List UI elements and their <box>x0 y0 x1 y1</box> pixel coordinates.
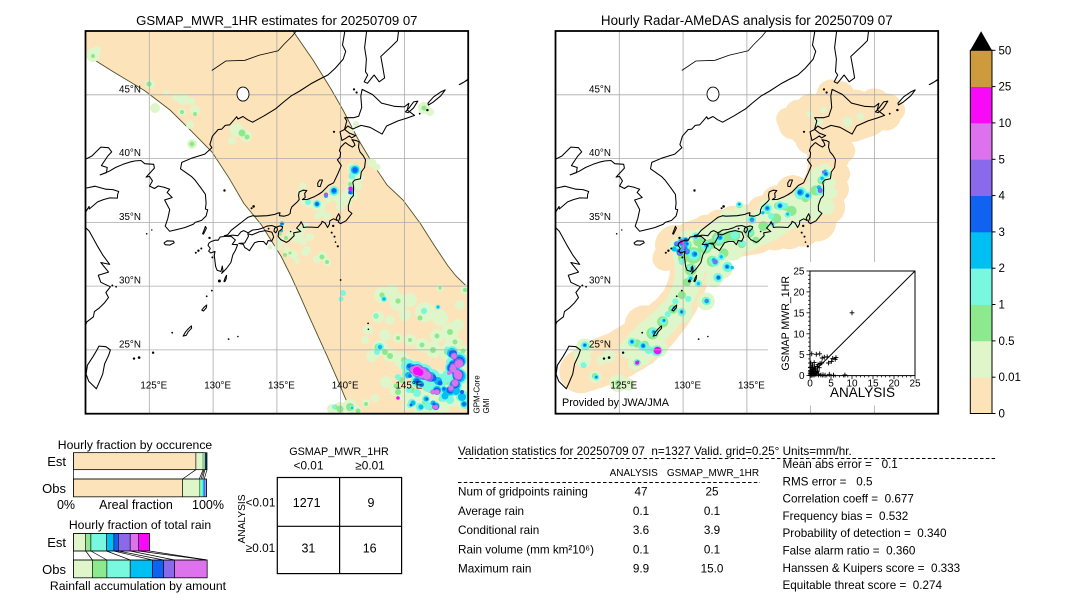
svg-text:35°N: 35°N <box>119 212 141 223</box>
svg-text:30°N: 30°N <box>119 276 141 287</box>
svg-text:25: 25 <box>793 267 805 278</box>
svg-text:0.1: 0.1 <box>704 543 720 556</box>
svg-text:25: 25 <box>999 82 1012 94</box>
svg-text:Average rain: Average rain <box>458 505 524 518</box>
svg-text:45°N: 45°N <box>589 84 611 95</box>
svg-text:Rainfall accumulation by amoun: Rainfall accumulation by amount <box>50 579 227 593</box>
svg-text:Hourly fraction of total rain: Hourly fraction of total rain <box>69 518 211 532</box>
svg-text:Hourly fraction by occurence: Hourly fraction by occurence <box>58 438 213 452</box>
svg-text:0.5: 0.5 <box>999 336 1015 348</box>
svg-text:130°E: 130°E <box>204 381 231 392</box>
svg-text:Equitable threat score = 0.27: Equitable threat score = 0.274 <box>783 579 943 592</box>
svg-text:1: 1 <box>999 300 1005 312</box>
svg-text:0: 0 <box>807 379 813 390</box>
svg-text:Rain volume (mm km²10⁶): Rain volume (mm km²10⁶) <box>458 543 594 556</box>
svg-text:25°N: 25°N <box>589 340 611 351</box>
svg-text:135°E: 135°E <box>738 381 765 392</box>
svg-text:<0.01: <0.01 <box>246 496 276 510</box>
svg-text:15: 15 <box>793 308 805 319</box>
svg-text:31: 31 <box>301 542 315 556</box>
svg-text:Provided by JWA/JMA: Provided by JWA/JMA <box>562 397 670 409</box>
svg-text:25: 25 <box>909 379 921 390</box>
svg-text:40°N: 40°N <box>589 148 611 159</box>
svg-text:0.1: 0.1 <box>704 505 720 518</box>
svg-text:Est: Est <box>47 535 66 550</box>
svg-text:125°E: 125°E <box>140 381 167 392</box>
svg-text:Conditional rain: Conditional rain <box>458 524 539 537</box>
svg-text:Mean abs error = 0.1: Mean abs error = 0.1 <box>783 458 898 471</box>
svg-text:<0.01: <0.01 <box>294 459 324 473</box>
svg-text:Frequency bias = 0.532: Frequency bias = 0.532 <box>783 510 909 523</box>
svg-text:Maximum rain: Maximum rain <box>458 563 531 576</box>
svg-text:0%: 0% <box>57 498 75 512</box>
svg-text:9: 9 <box>368 496 375 510</box>
svg-text:140°E: 140°E <box>332 381 359 392</box>
svg-text:10: 10 <box>793 329 805 340</box>
svg-text:2: 2 <box>999 263 1005 275</box>
svg-text:125°E: 125°E <box>610 381 637 392</box>
svg-text:Est: Est <box>47 454 66 469</box>
svg-text:GMI: GMI <box>482 398 491 413</box>
svg-text:16: 16 <box>363 542 377 556</box>
svg-text:130°E: 130°E <box>674 381 701 392</box>
svg-text:25: 25 <box>705 486 719 499</box>
svg-text:GPM-Core: GPM-Core <box>473 375 482 414</box>
svg-text:100%: 100% <box>192 498 224 512</box>
svg-text:Obs: Obs <box>42 562 66 577</box>
svg-text:Areal fraction: Areal fraction <box>99 498 173 512</box>
svg-text:47: 47 <box>634 486 647 499</box>
svg-text:9.9: 9.9 <box>633 563 649 576</box>
svg-text:30°N: 30°N <box>589 276 611 287</box>
svg-text:50: 50 <box>999 45 1012 57</box>
svg-text:GSMAP MWR_1HR: GSMAP MWR_1HR <box>780 276 792 371</box>
svg-text:Obs: Obs <box>42 481 66 496</box>
svg-text:GSMAP_MWR_1HR: GSMAP_MWR_1HR <box>289 446 389 458</box>
svg-text:0: 0 <box>799 371 805 382</box>
svg-text:20: 20 <box>793 287 805 298</box>
svg-text:5: 5 <box>828 379 834 390</box>
svg-text:Num of gridpoints raining: Num of gridpoints raining <box>458 486 588 499</box>
svg-text:0: 0 <box>999 409 1005 421</box>
svg-text:15.0: 15.0 <box>701 563 724 576</box>
svg-text:5: 5 <box>999 154 1005 166</box>
svg-text:3: 3 <box>999 227 1005 239</box>
svg-text:0.1: 0.1 <box>633 543 649 556</box>
svg-text:ANALYSIS: ANALYSIS <box>610 468 658 479</box>
svg-text:40°N: 40°N <box>119 148 141 159</box>
svg-text:Hanssen & Kuipers score = 0.3: Hanssen & Kuipers score = 0.333 <box>783 562 961 575</box>
svg-text:25°N: 25°N <box>119 340 141 351</box>
svg-text:GSMAP_MWR_1HR: GSMAP_MWR_1HR <box>667 468 759 479</box>
svg-text:Probability of detection = 0.: Probability of detection = 0.340 <box>783 527 948 540</box>
svg-text:135°E: 135°E <box>268 381 295 392</box>
svg-text:10: 10 <box>846 379 858 390</box>
svg-text:0.01: 0.01 <box>999 372 1021 384</box>
svg-text:False alarm ratio = 0.360: False alarm ratio = 0.360 <box>783 545 916 558</box>
svg-text:10: 10 <box>999 118 1012 130</box>
svg-text:Correlation coeff = 0.677: Correlation coeff = 0.677 <box>783 493 914 506</box>
svg-text:GSMAP_MWR_1HR estimates for 20: GSMAP_MWR_1HR estimates for 20250709 07 <box>136 13 417 28</box>
svg-text:Validation statistics for 2025: Validation statistics for 20250709 07 n=… <box>458 445 852 458</box>
svg-text:3.9: 3.9 <box>704 524 720 537</box>
svg-text:35°N: 35°N <box>589 212 611 223</box>
svg-text:0.1: 0.1 <box>633 505 649 518</box>
svg-text:≥0.01: ≥0.01 <box>246 541 275 555</box>
svg-text:5: 5 <box>799 350 805 361</box>
svg-text:15: 15 <box>867 379 879 390</box>
svg-text:45°N: 45°N <box>119 84 141 95</box>
svg-text:Hourly Radar-AMeDAS analysis f: Hourly Radar-AMeDAS analysis for 2025070… <box>601 13 893 28</box>
svg-text:RMS error = 0.5: RMS error = 0.5 <box>783 475 873 488</box>
svg-text:≥0.01: ≥0.01 <box>355 459 384 473</box>
svg-text:4: 4 <box>999 191 1006 203</box>
svg-text:1271: 1271 <box>293 496 321 510</box>
svg-text:145°E: 145°E <box>395 381 422 392</box>
svg-text:3.6: 3.6 <box>633 524 649 537</box>
svg-text:ANALYSIS: ANALYSIS <box>830 385 895 400</box>
svg-text:ANALYSIS: ANALYSIS <box>237 494 248 543</box>
svg-text:20: 20 <box>888 379 900 390</box>
